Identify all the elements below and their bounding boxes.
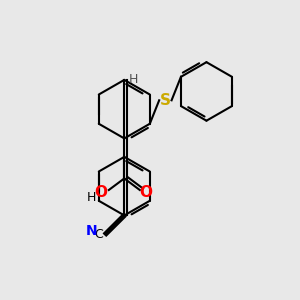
Text: S: S bbox=[160, 93, 171, 108]
Text: N: N bbox=[85, 224, 97, 238]
Text: O: O bbox=[140, 185, 152, 200]
Text: C: C bbox=[94, 228, 103, 241]
Text: H: H bbox=[129, 74, 138, 86]
Text: H: H bbox=[87, 191, 96, 204]
Text: O: O bbox=[94, 185, 108, 200]
